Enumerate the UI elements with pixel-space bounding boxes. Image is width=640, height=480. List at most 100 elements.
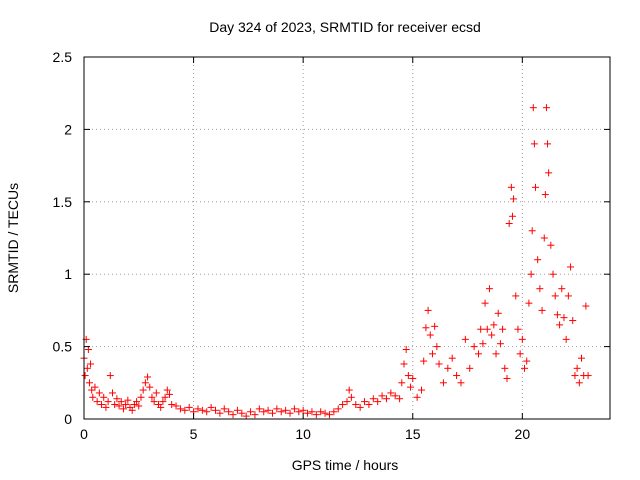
x-tick-label: 0 bbox=[80, 426, 88, 442]
data-point bbox=[268, 409, 276, 417]
data-point bbox=[477, 325, 485, 333]
data-point bbox=[81, 372, 89, 380]
data-point bbox=[91, 383, 99, 391]
data-point bbox=[529, 104, 537, 112]
data-point bbox=[150, 398, 158, 406]
data-point bbox=[400, 360, 408, 368]
data-point bbox=[418, 386, 426, 394]
data-point bbox=[475, 350, 482, 358]
data-point bbox=[378, 392, 386, 400]
data-point bbox=[207, 403, 215, 411]
data-point bbox=[295, 408, 303, 416]
data-point bbox=[345, 386, 353, 394]
data-point bbox=[444, 364, 452, 372]
data-series-srmtid bbox=[80, 104, 592, 420]
y-tick-label: 2.5 bbox=[53, 49, 73, 65]
data-point bbox=[108, 389, 116, 397]
data-point bbox=[534, 256, 542, 264]
data-point bbox=[528, 227, 536, 235]
data-point bbox=[152, 389, 160, 397]
data-point bbox=[181, 406, 189, 414]
data-point bbox=[124, 396, 132, 404]
data-point bbox=[163, 386, 171, 394]
data-point bbox=[203, 408, 211, 416]
x-tick-label: 5 bbox=[190, 426, 198, 442]
data-point bbox=[229, 411, 237, 419]
data-point bbox=[396, 395, 404, 403]
y-tick-label: 1 bbox=[64, 266, 72, 282]
data-point bbox=[483, 325, 491, 333]
data-point bbox=[220, 405, 228, 413]
data-point bbox=[365, 401, 373, 409]
data-point bbox=[137, 393, 145, 401]
data-point bbox=[492, 350, 500, 358]
data-point bbox=[119, 405, 127, 413]
data-point bbox=[461, 335, 469, 343]
data-point bbox=[556, 321, 564, 329]
data-point bbox=[409, 374, 417, 382]
data-point bbox=[514, 325, 522, 333]
data-point bbox=[286, 409, 294, 417]
data-point bbox=[428, 350, 436, 358]
data-point bbox=[549, 270, 557, 278]
x-tick-label: 20 bbox=[515, 426, 531, 442]
data-point bbox=[325, 411, 333, 419]
data-point bbox=[194, 405, 202, 413]
x-axis-label: GPS time / hours bbox=[292, 457, 399, 473]
data-point bbox=[352, 401, 360, 409]
data-point bbox=[117, 398, 125, 406]
data-point bbox=[387, 389, 395, 397]
data-point bbox=[185, 403, 193, 411]
data-point bbox=[290, 405, 298, 413]
data-point bbox=[304, 409, 312, 417]
data-point bbox=[251, 411, 259, 419]
data-point bbox=[115, 402, 123, 410]
y-tick-label: 0.5 bbox=[53, 339, 73, 355]
data-point bbox=[422, 324, 430, 332]
data-point bbox=[507, 183, 515, 191]
data-point bbox=[573, 364, 581, 372]
data-point bbox=[216, 409, 224, 417]
data-point bbox=[569, 317, 577, 325]
data-point bbox=[176, 405, 184, 413]
data-point bbox=[102, 403, 110, 411]
data-point bbox=[83, 364, 91, 372]
data-point bbox=[260, 408, 268, 416]
data-point bbox=[133, 398, 141, 406]
data-point bbox=[106, 372, 114, 380]
data-point bbox=[347, 393, 355, 401]
data-point bbox=[391, 392, 399, 400]
data-point bbox=[100, 393, 108, 401]
data-point bbox=[499, 325, 507, 333]
grid bbox=[84, 57, 610, 419]
data-point bbox=[111, 401, 119, 409]
y-tick-label: 0 bbox=[64, 411, 72, 427]
data-point bbox=[146, 383, 154, 391]
data-point bbox=[542, 104, 550, 112]
data-point bbox=[433, 343, 441, 351]
data-point bbox=[448, 354, 456, 362]
data-point bbox=[541, 191, 549, 199]
data-point bbox=[113, 395, 121, 403]
data-point bbox=[330, 408, 338, 416]
data-point bbox=[518, 335, 526, 343]
data-point bbox=[402, 345, 410, 353]
data-point bbox=[165, 390, 173, 398]
data-point bbox=[564, 292, 572, 300]
data-point bbox=[551, 292, 559, 300]
data-point bbox=[317, 408, 325, 416]
data-point bbox=[435, 360, 443, 368]
data-point bbox=[501, 364, 509, 372]
data-point bbox=[242, 412, 250, 420]
data-point bbox=[356, 403, 364, 411]
data-point bbox=[508, 212, 516, 220]
data-point bbox=[238, 409, 246, 417]
data-point bbox=[98, 401, 106, 409]
data-point bbox=[84, 345, 92, 353]
data-point bbox=[89, 393, 97, 401]
data-point bbox=[512, 292, 520, 300]
x-tick-label: 10 bbox=[295, 426, 311, 442]
data-point bbox=[457, 379, 465, 387]
